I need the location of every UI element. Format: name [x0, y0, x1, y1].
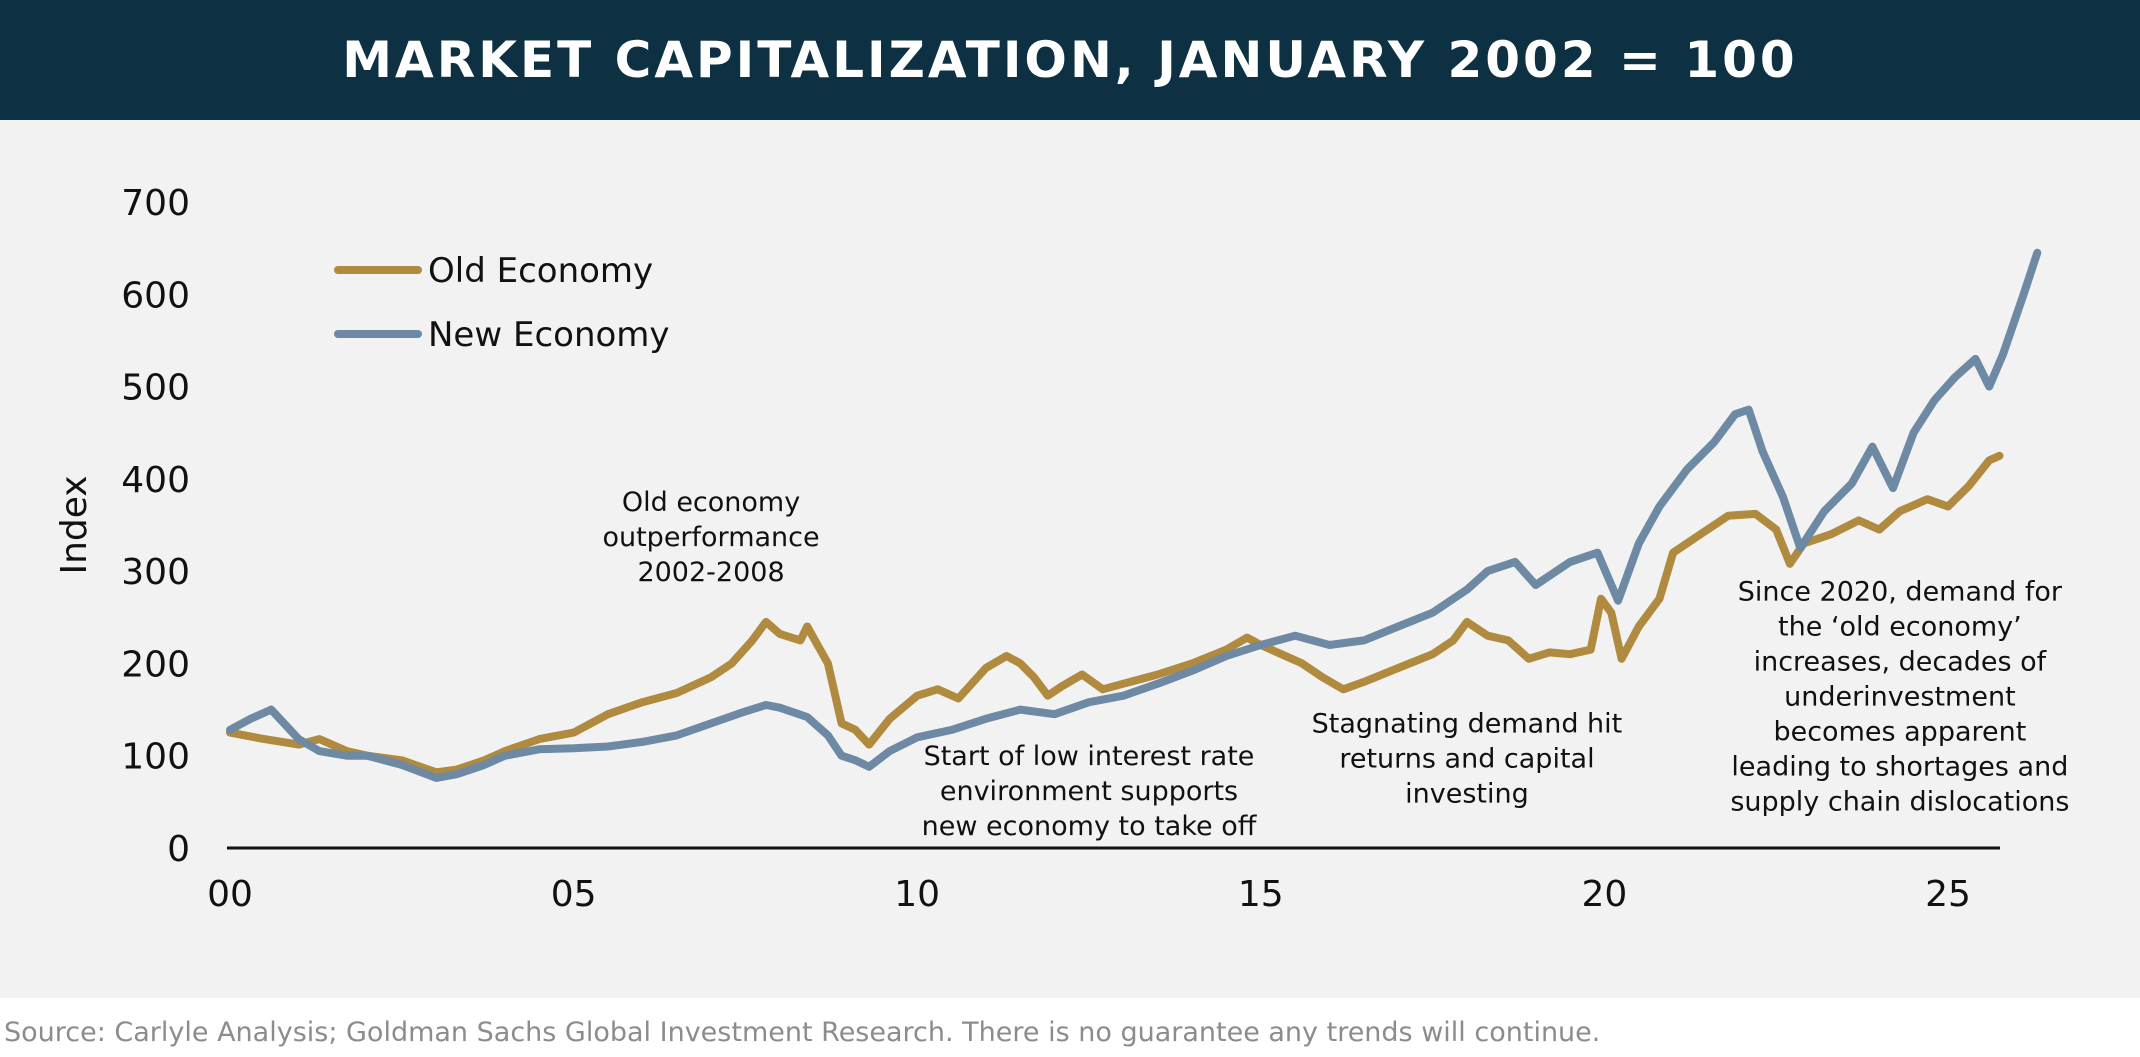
- old-economy-line: [226, 451, 2004, 777]
- legend-label: Old Economy: [428, 251, 653, 291]
- line-chart: 0 100 200 300 400 500 600 700 Index 00 05 10 15 20 25 O…: [54, 183, 2069, 915]
- y-tick-label: 500: [121, 368, 190, 409]
- x-tick-label: 00: [207, 874, 253, 915]
- y-tick-label: 0: [167, 829, 190, 870]
- y-axis-label: Index: [54, 475, 95, 574]
- source-note: Source: Carlyle Analysis; Goldman Sachs …: [4, 1017, 1601, 1048]
- chart-panel: 0 100 200 300 400 500 600 700 Index 00 05 10 15 20 25 O…: [0, 120, 2140, 998]
- chart-annotation: Old economy outperformance 2002-2008: [602, 487, 819, 588]
- y-tick-label: 100: [121, 737, 190, 778]
- chart-annotation: Stagnating demand hit returns and capital…: [1312, 709, 1623, 810]
- chart-annotation: Start of low interest rate environment su…: [922, 741, 1258, 842]
- y-tick-label: 200: [121, 644, 190, 685]
- x-tick-label: 05: [551, 874, 597, 915]
- y-tick-label: 400: [121, 460, 190, 501]
- y-tick-label: 600: [121, 275, 190, 316]
- title-bar: MARKET CAPITALIZATION, JANUARY 2002 = 10…: [0, 0, 2140, 120]
- x-tick-label: 25: [1925, 874, 1971, 915]
- x-tick-label: 10: [894, 874, 940, 915]
- chart-annotation: Since 2020, demand for the ‘old economy’ i…: [1730, 577, 2069, 818]
- y-tick-label: 300: [121, 552, 190, 593]
- legend-label: New Economy: [428, 315, 670, 355]
- x-tick-label: 20: [1581, 874, 1627, 915]
- x-tick-label: 15: [1238, 874, 1284, 915]
- page-title: MARKET CAPITALIZATION, JANUARY 2002 = 10…: [342, 31, 1798, 89]
- new-economy-line: [226, 248, 2042, 782]
- y-tick-label: 700: [121, 183, 190, 224]
